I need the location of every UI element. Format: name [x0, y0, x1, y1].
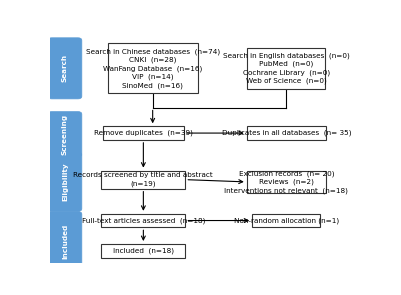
FancyBboxPatch shape	[48, 153, 82, 211]
Text: Full-text articles assessed  (n=18): Full-text articles assessed (n=18)	[82, 217, 205, 224]
FancyBboxPatch shape	[48, 38, 82, 99]
FancyBboxPatch shape	[252, 214, 320, 227]
FancyBboxPatch shape	[101, 214, 185, 227]
FancyBboxPatch shape	[48, 112, 82, 157]
FancyBboxPatch shape	[247, 48, 325, 89]
Text: Included  (n=18): Included (n=18)	[113, 248, 174, 254]
Text: Search: Search	[62, 54, 68, 82]
Text: Records screened by title and abstract
(n=19): Records screened by title and abstract (…	[73, 172, 213, 187]
FancyBboxPatch shape	[48, 212, 82, 271]
FancyBboxPatch shape	[103, 126, 184, 140]
Text: Screening: Screening	[62, 114, 68, 155]
Text: Included: Included	[62, 223, 68, 259]
FancyBboxPatch shape	[101, 244, 185, 258]
FancyBboxPatch shape	[247, 171, 326, 193]
Text: Eligibility: Eligibility	[62, 163, 68, 201]
Text: Remove duplicates  (n=39): Remove duplicates (n=39)	[94, 130, 193, 136]
FancyBboxPatch shape	[247, 126, 326, 140]
Text: Duplicates in all databases  (n= 35): Duplicates in all databases (n= 35)	[222, 130, 351, 136]
Text: Exclusion records  (n= 20)
Reviews  (n=2)
Interventions not relevant  (n=18): Exclusion records (n= 20) Reviews (n=2) …	[225, 170, 348, 194]
Text: Search in Chinese databases  (n=74)
CNKI  (n=28)
WanFang Database  (n=16)
VIP  (: Search in Chinese databases (n=74) CNKI …	[86, 48, 220, 88]
FancyBboxPatch shape	[101, 171, 185, 189]
Text: Non-random allocation (n=1): Non-random allocation (n=1)	[234, 217, 339, 224]
FancyBboxPatch shape	[107, 43, 198, 93]
Text: Search in English databases  (n=0)
PubMed  (n=0)
Cochrane Library  (n=0)
Web of : Search in English databases (n=0) PubMed…	[223, 52, 350, 84]
